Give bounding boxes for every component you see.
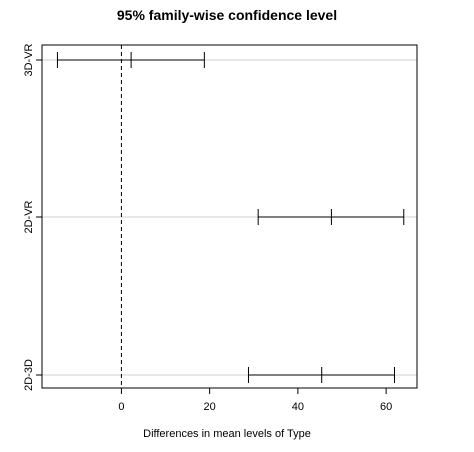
chart-title: 95% family-wise confidence level	[117, 7, 337, 23]
x-tick-label-60: 60	[380, 401, 392, 413]
interval-2d-vr	[257, 209, 405, 225]
x-axis-label: Differences in mean levels of Type	[143, 428, 311, 440]
y-axis: 3D-VR 2D-VR 2D-3D	[23, 43, 42, 391]
plot-area	[41, 44, 418, 389]
x-axis: 0 20 40 60	[118, 388, 392, 413]
x-tick-label-20: 20	[204, 401, 216, 413]
y-tick-label-2d-vr: 2D-VR	[23, 200, 35, 233]
confidence-intervals	[56, 52, 405, 383]
x-tick-label-0: 0	[118, 401, 124, 413]
y-tick-label-2d-3d: 2D-3D	[23, 359, 35, 391]
interval-3d-vr	[56, 52, 205, 68]
x-tick-label-40: 40	[292, 401, 304, 413]
interval-2d-3d	[247, 367, 395, 383]
y-tick-label-3d-vr: 3D-VR	[23, 43, 35, 76]
